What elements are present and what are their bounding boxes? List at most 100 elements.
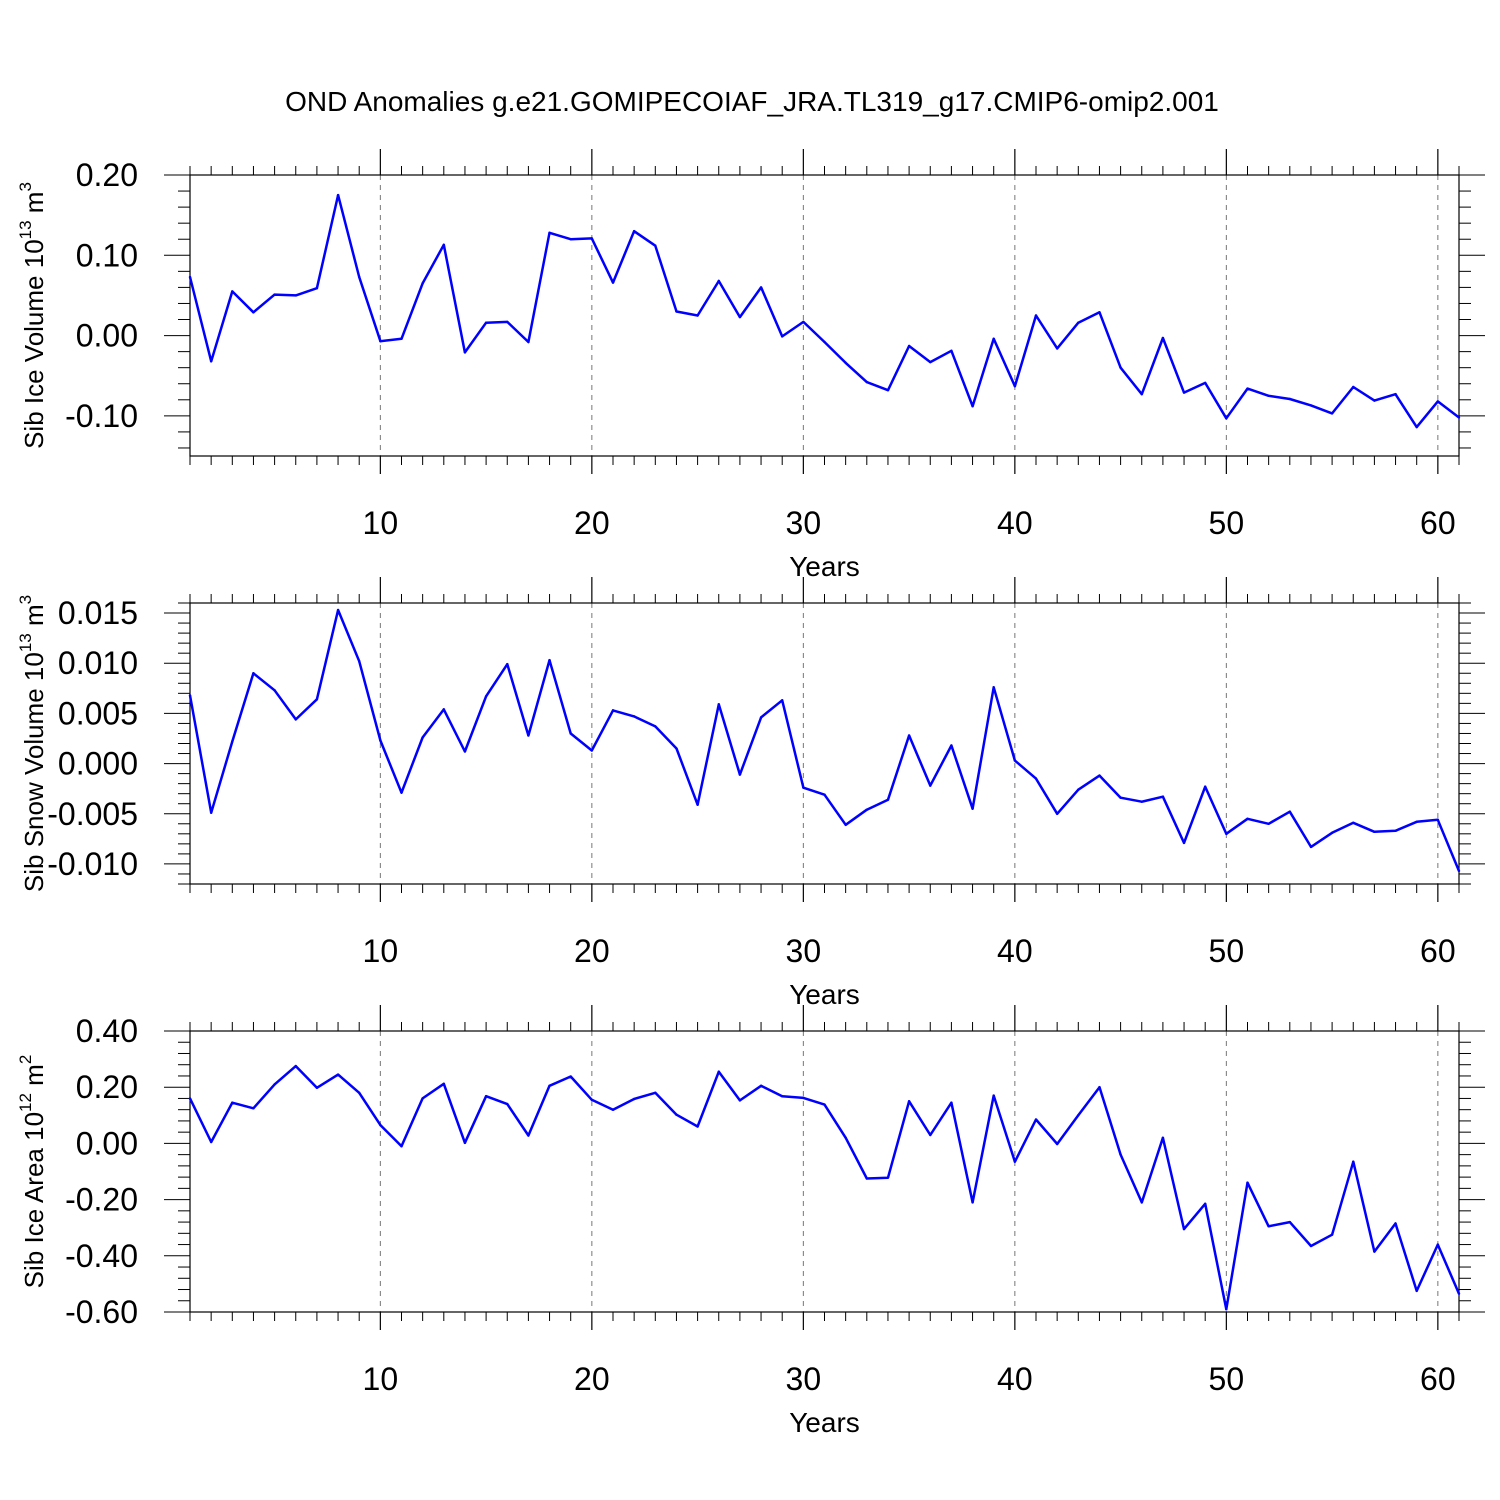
data-point [781,699,784,702]
data-point [1161,795,1165,798]
data-point [611,1108,615,1111]
x-tick-label: 30 [786,505,822,541]
data-point [738,315,742,319]
data-point [400,791,403,794]
data-point [1119,1153,1122,1156]
data-point [971,405,974,408]
data-point [1309,1244,1313,1248]
data-point [1055,812,1059,815]
data-point [802,1096,805,1100]
y-axis-label: Sib Ice Area 1012 m2 [16,1055,49,1289]
y-tick-label: -0.60 [65,1294,138,1330]
y-tick-label: 0.00 [76,318,138,354]
data-point [1267,822,1270,825]
y-tick-label: 0.20 [76,1069,138,1105]
data-point [400,337,403,340]
data-point [1225,1307,1228,1311]
data-point [188,1097,192,1100]
data-point [1373,399,1376,402]
data-point [315,1086,319,1089]
figure-title: OND Anomalies g.e21.GOMIPECOIAF_JRA.TL31… [285,86,1219,117]
data-point [1034,1118,1038,1121]
data-point [1330,412,1334,415]
y-tick-label: -0.40 [65,1238,138,1274]
data-point [1288,810,1292,813]
data-point [463,351,467,354]
data-point [315,698,319,701]
data-point [929,784,932,787]
data-point [590,237,594,240]
data-point [950,349,953,353]
data-point [1352,385,1355,389]
data-point [209,811,213,814]
data-point [463,750,467,753]
data-point [1352,821,1355,824]
y-tick-label: 0.10 [76,237,138,273]
data-point [294,718,297,721]
data-point [1140,392,1143,396]
data-point [1246,387,1249,390]
data-point [1182,1227,1186,1231]
data-point [421,736,424,739]
data-point [336,1073,340,1076]
data-point [781,335,784,338]
data-point [823,793,826,796]
data-point [971,1201,974,1204]
data-point [823,340,826,344]
data-point [1394,1222,1397,1225]
data-point [1225,417,1228,420]
data-point [717,1070,720,1073]
data-point [1119,796,1122,799]
data-point [421,282,424,285]
data-point [569,732,572,735]
y-tick-label: 0.20 [76,157,138,193]
data-point [1140,1201,1143,1204]
data-point [252,1107,255,1110]
data-point [632,1097,636,1101]
data-point [717,703,720,706]
data-point [1415,425,1418,429]
data-point [1288,397,1292,401]
data-point [379,739,382,742]
data-point [1415,820,1418,823]
data-point [802,320,805,324]
data-point [1182,391,1186,394]
data-point [1373,1250,1376,1253]
x-tick-label: 40 [997,505,1033,541]
data-point [1394,392,1397,396]
data-point [907,344,911,348]
data-point [781,1094,784,1098]
data-point [675,747,678,750]
data-point [231,740,234,743]
data-point [1077,321,1080,324]
data-point [1457,1292,1461,1295]
y-axis-label: Sib Snow Volume 1013 m3 [16,595,49,892]
data-point [506,320,509,324]
data-point [632,715,636,718]
data-point [1267,394,1270,397]
data-point [992,686,995,689]
data-point [252,672,255,675]
data-point [654,1091,657,1095]
data-point [696,803,699,806]
data-point [1119,366,1122,369]
data-point [294,1064,297,1068]
data-point [1098,1086,1101,1089]
data-point [273,1083,276,1086]
data-point [886,798,890,801]
data-point [527,734,530,737]
x-axis-label: Years [789,979,860,1010]
data-point [506,663,509,666]
data-point [865,808,868,811]
data-point [463,1141,467,1145]
data-point [611,281,615,284]
data-point [929,1133,932,1137]
data-point [400,1145,403,1148]
data-point [654,725,657,728]
data-point [1098,774,1101,777]
data-point [231,1101,234,1104]
data-point [273,689,276,692]
data-point [886,388,890,392]
data-point [823,1103,826,1106]
data-point [1267,1225,1270,1228]
